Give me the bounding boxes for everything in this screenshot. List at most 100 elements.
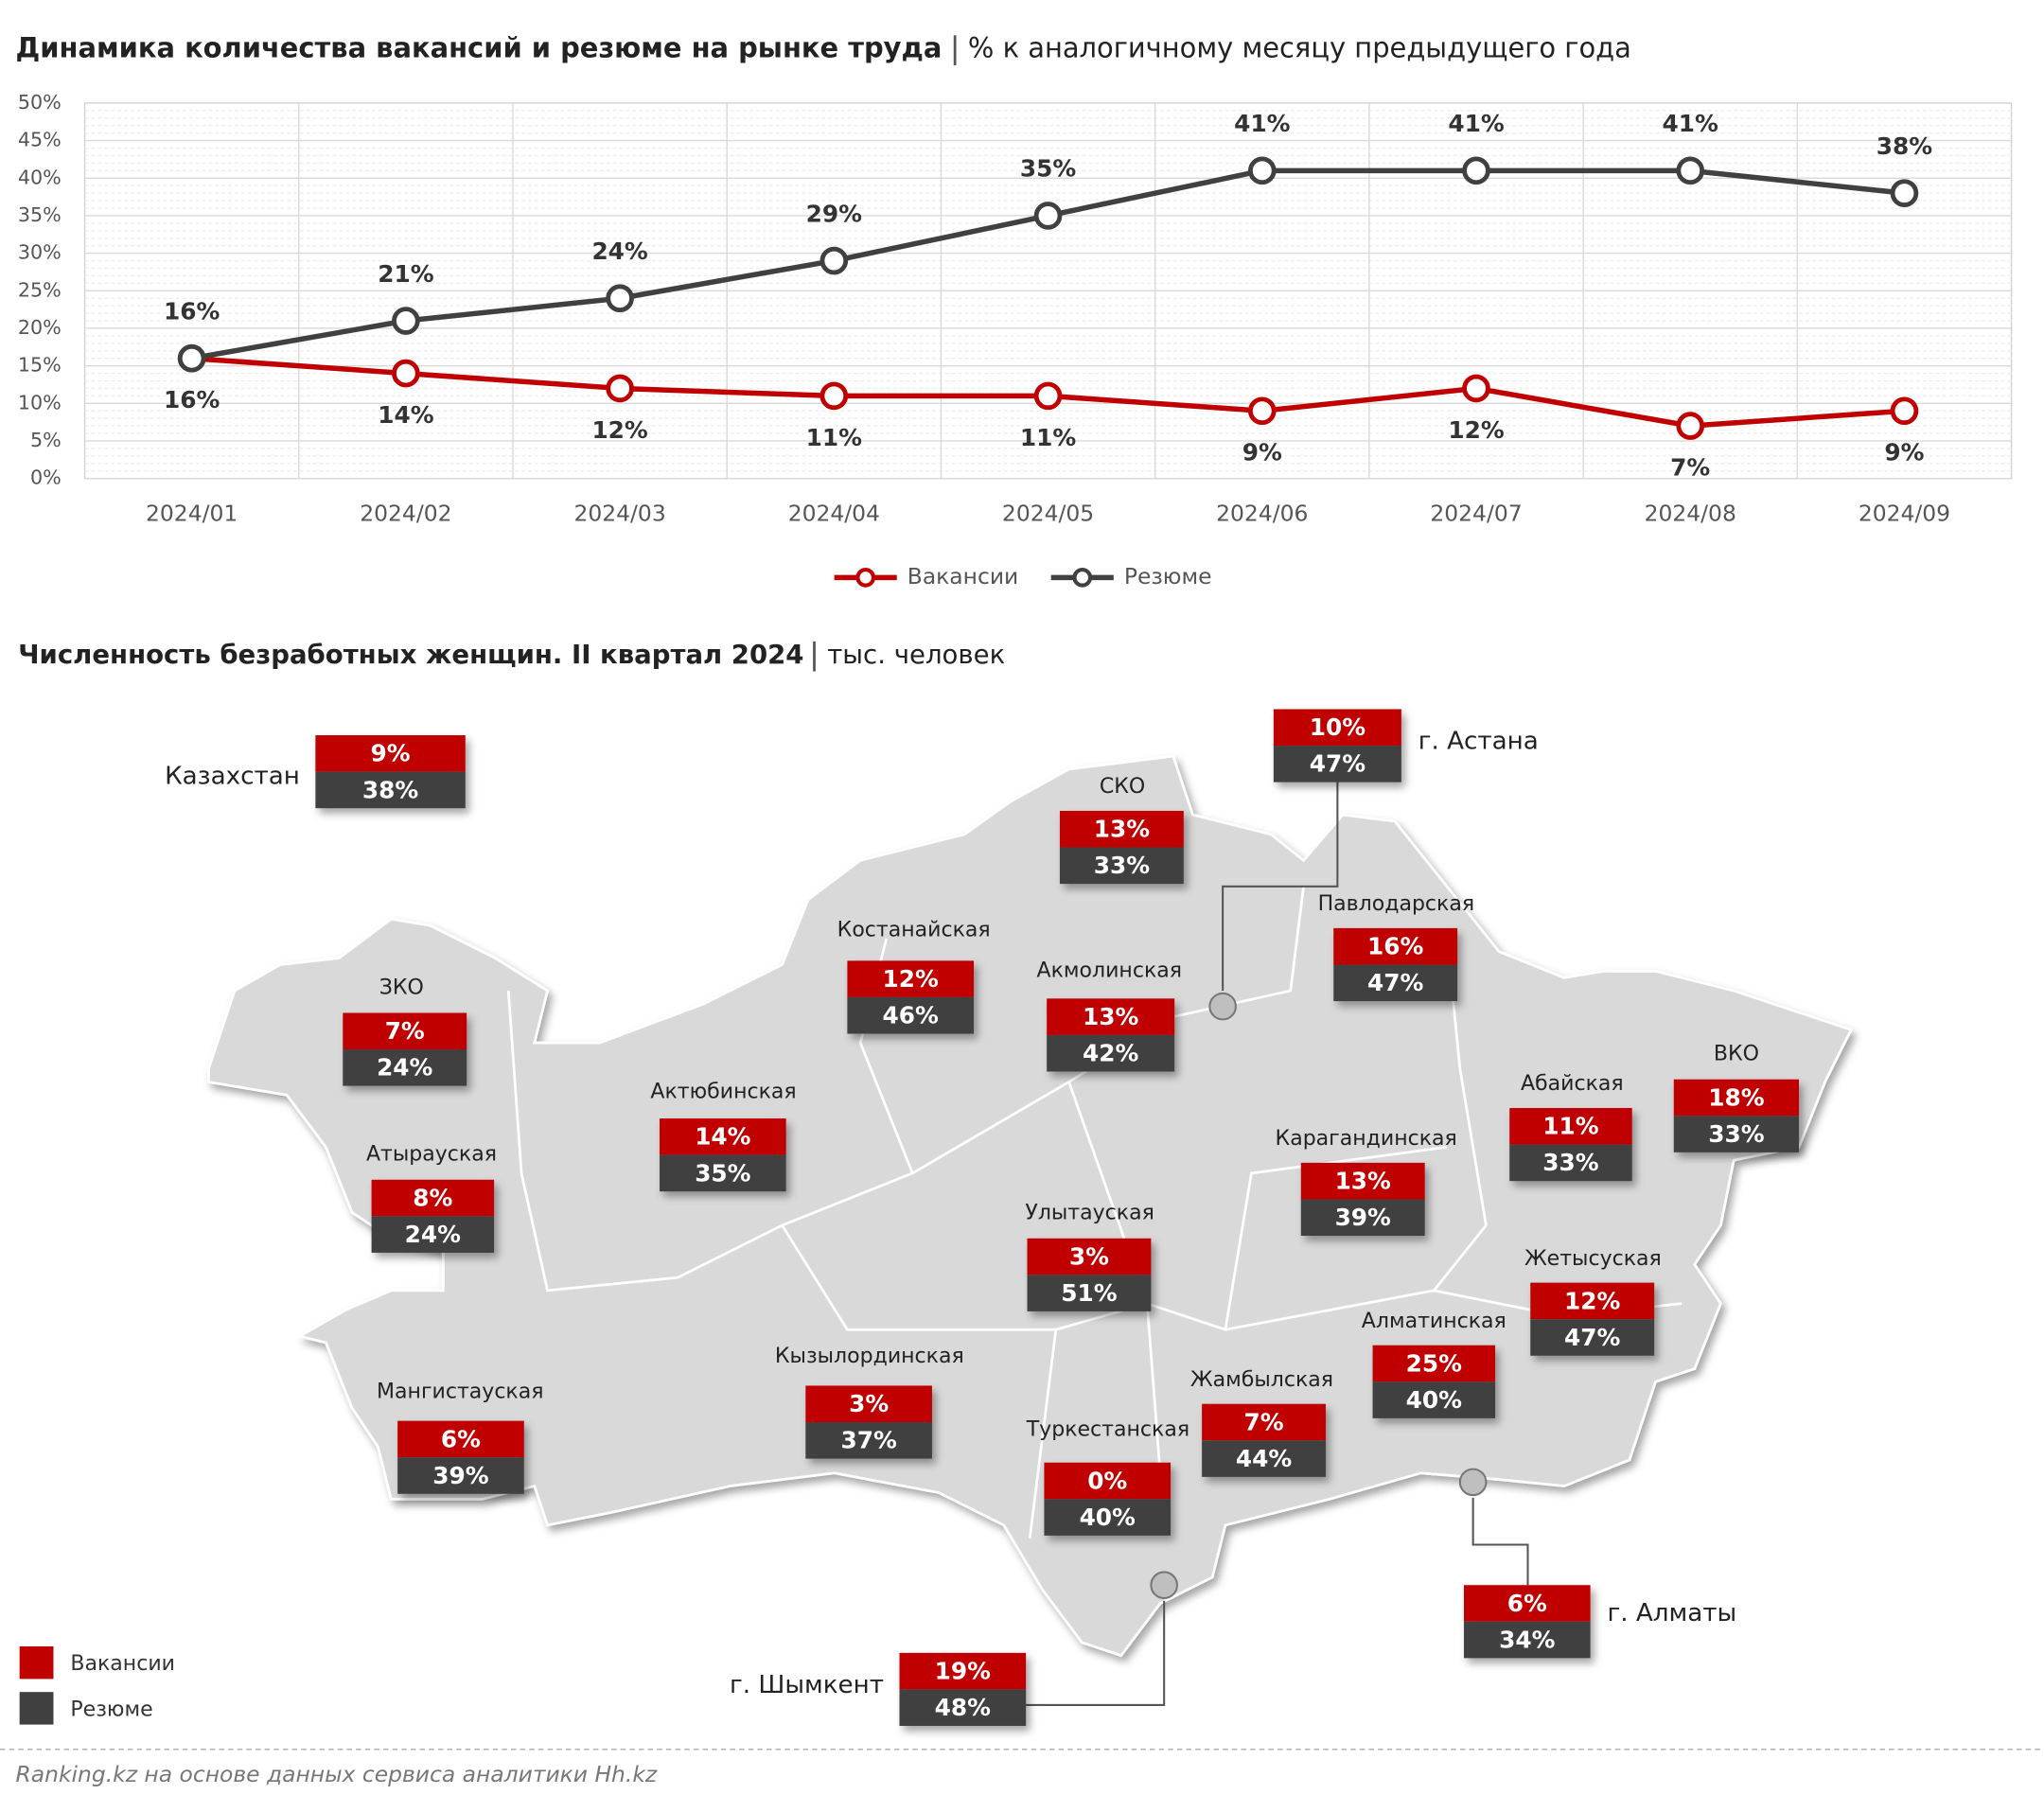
x-tick-label: 2024/01 <box>146 501 238 527</box>
region-name: г. Шымкент <box>730 1671 884 1699</box>
resume-value: 33% <box>1708 1120 1764 1148</box>
vacancy-value: 6% <box>1507 1590 1547 1617</box>
point <box>1462 374 1490 403</box>
point <box>1247 156 1277 185</box>
point <box>1033 202 1063 230</box>
y-tick-label: 20% <box>18 316 62 339</box>
region-name: Жамбылская <box>1190 1368 1333 1392</box>
data-label: 9% <box>1884 439 1924 466</box>
point <box>819 246 849 275</box>
data-label: 11% <box>806 424 862 451</box>
resume-box <box>1463 1621 1591 1659</box>
resume-value: 47% <box>1564 1324 1620 1351</box>
x-tick-label: 2024/05 <box>1002 501 1094 527</box>
connector <box>1222 779 1339 992</box>
resume-value: 47% <box>1367 969 1423 996</box>
data-label: 14% <box>378 401 433 429</box>
y-tick-label: 5% <box>30 429 62 451</box>
y-tick-label: 50% <box>18 91 62 114</box>
map-legend-label: Вакансии <box>70 1652 175 1676</box>
resume-box <box>1027 1275 1152 1311</box>
y-tick-label: 40% <box>18 166 62 188</box>
resume-box <box>371 1216 495 1253</box>
region-name: Карагандинская <box>1276 1127 1457 1151</box>
data-label: 16% <box>164 386 220 413</box>
region-name: Улытауская <box>1025 1202 1154 1225</box>
point <box>1676 156 1705 185</box>
vacancy-box <box>899 1652 1027 1690</box>
data-label: 29% <box>806 200 862 227</box>
point <box>1890 396 1919 426</box>
region-name: Казахстан <box>165 763 300 791</box>
point <box>606 284 634 313</box>
region-badge <box>899 1652 1027 1726</box>
region-name: Атырауская <box>366 1143 497 1167</box>
region-name: Алматинская <box>1362 1310 1507 1333</box>
vacancy-box <box>343 1012 467 1050</box>
x-tick-label: 2024/06 <box>1216 501 1308 527</box>
vacancy-value: 6% <box>441 1425 481 1452</box>
vacancy-value: 7% <box>1243 1408 1283 1435</box>
y-tick-label: 35% <box>18 203 62 226</box>
vacancy-box <box>1202 1403 1326 1441</box>
x-tick-label: 2024/04 <box>788 501 880 527</box>
resume-box <box>1509 1144 1632 1182</box>
data-label: 41% <box>1448 110 1504 137</box>
resume-box <box>1047 1034 1175 1072</box>
vacancy-value: 11% <box>1542 1113 1598 1140</box>
vacancy-value: 16% <box>1367 933 1423 960</box>
resume-box <box>343 1049 467 1086</box>
point <box>177 343 206 373</box>
legend-swatch <box>19 1692 54 1725</box>
city-marker <box>1208 992 1237 1021</box>
resume-box <box>847 996 975 1034</box>
resume-value: 40% <box>1406 1386 1462 1414</box>
legend-label: Вакансии <box>907 563 1018 589</box>
resume-box <box>1530 1319 1655 1356</box>
series-line <box>191 167 1905 361</box>
region-badge <box>1044 1462 1172 1536</box>
region-badge <box>343 1012 467 1086</box>
point <box>392 359 420 388</box>
resume-value: 48% <box>935 1694 991 1721</box>
x-tick-label: 2024/08 <box>1645 501 1736 527</box>
region-name: ВКО <box>1714 1043 1759 1066</box>
region-badge <box>1059 810 1184 885</box>
vacancy-box <box>315 735 466 772</box>
region-name: Актюбинская <box>650 1080 796 1103</box>
source: Ranking.kz на основе данных сервиса анал… <box>16 1761 658 1787</box>
data-label: 16% <box>164 297 220 325</box>
data-label: 12% <box>1448 416 1504 444</box>
city-marker <box>1150 1571 1178 1600</box>
resume-value: 24% <box>405 1221 461 1248</box>
region-name: Акмолинская <box>1037 959 1182 982</box>
region-badge <box>1333 927 1458 1002</box>
point <box>606 374 634 403</box>
resume-value: 44% <box>1236 1445 1292 1472</box>
resume-box <box>660 1154 786 1192</box>
region-name: Костанайская <box>837 919 991 942</box>
region-badge <box>1202 1403 1326 1477</box>
vacancy-box <box>1027 1238 1152 1275</box>
resume-box <box>805 1422 932 1459</box>
vacancy-box <box>1044 1462 1172 1500</box>
region-name: Абайская <box>1521 1072 1624 1096</box>
region-name: г. Астана <box>1418 727 1539 755</box>
region-badge <box>1530 1282 1655 1356</box>
region-name: Кызылординская <box>775 1345 964 1368</box>
legend-marker <box>855 568 876 588</box>
vacancy-box <box>1059 810 1184 848</box>
x-tick-label: 2024/09 <box>1859 501 1950 527</box>
x-tick-label: 2024/07 <box>1430 501 1522 527</box>
point <box>1247 396 1277 426</box>
data-label: 11% <box>1020 424 1076 451</box>
region-name: Туркестанская <box>1026 1417 1189 1441</box>
resume-value: 37% <box>840 1427 896 1454</box>
resume-value: 33% <box>1542 1149 1598 1176</box>
y-tick-label: 0% <box>30 466 62 489</box>
vacancy-box <box>1333 927 1458 965</box>
city-marker <box>1458 1468 1488 1497</box>
region-name: Жетысуская <box>1524 1247 1662 1271</box>
resume-value: 34% <box>1499 1626 1555 1653</box>
resume-box <box>397 1457 524 1494</box>
